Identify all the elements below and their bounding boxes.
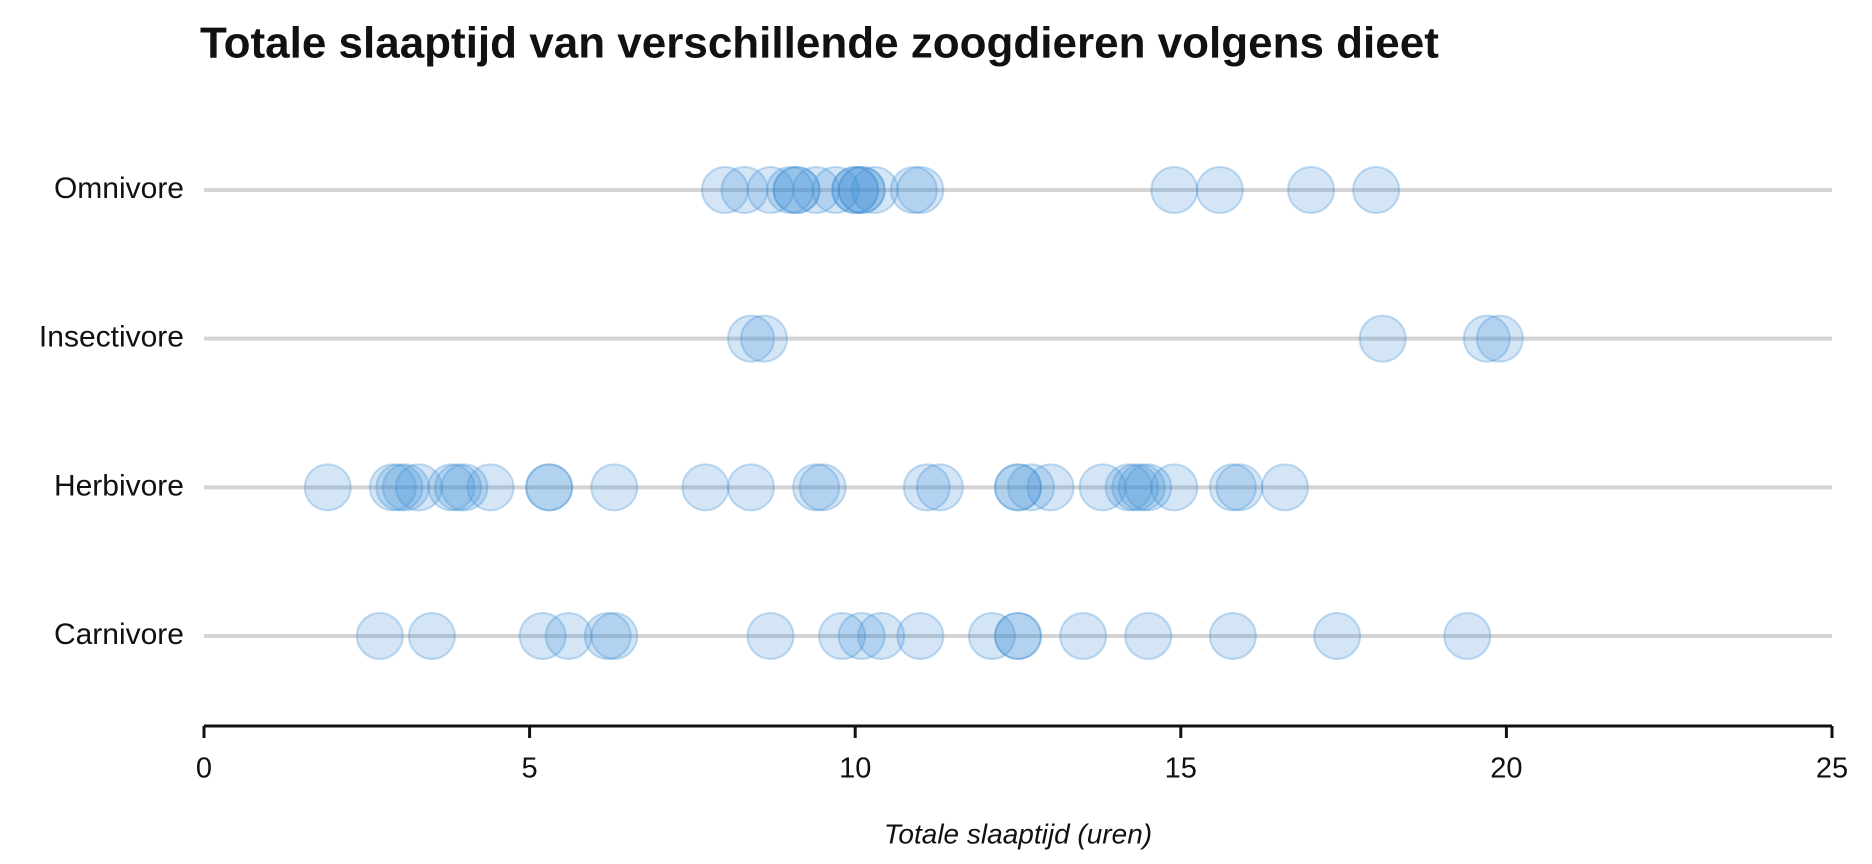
dot [375, 463, 424, 512]
dot [1150, 463, 1199, 512]
y-tick-label: Carnivore [54, 618, 184, 651]
x-axis-label: Totale slaaptijd (uren) [884, 818, 1152, 849]
dot [746, 166, 795, 214]
dot [1287, 166, 1336, 214]
dot [1260, 463, 1309, 512]
dot [811, 166, 860, 214]
dot [792, 166, 841, 214]
dot [1078, 463, 1127, 512]
dot [766, 166, 815, 214]
y-tick-label: Insectivore [39, 321, 184, 354]
x-tick-label: 15 [1165, 753, 1197, 785]
x-tick-label: 0 [196, 753, 212, 785]
dot [440, 463, 489, 512]
dot [1026, 463, 1075, 512]
y-tick-label: Omnivore [54, 172, 184, 205]
dot [1007, 463, 1056, 512]
dot [831, 166, 880, 214]
dot [1208, 612, 1257, 660]
dot [590, 463, 639, 512]
dot [381, 463, 430, 512]
dot [1443, 612, 1492, 660]
dot [1104, 463, 1153, 512]
dot [1475, 314, 1524, 363]
dot [994, 612, 1042, 660]
dot [1358, 314, 1407, 363]
dot [368, 463, 417, 512]
dot [896, 166, 945, 214]
chart-title: Totale slaaptijd van verschillende zoogd… [200, 19, 1439, 68]
dot [1111, 463, 1160, 512]
dot [466, 463, 515, 512]
dot [792, 463, 841, 512]
dot [837, 166, 886, 214]
dot [727, 314, 776, 363]
x-tick-label: 20 [1490, 753, 1522, 785]
dot [798, 463, 847, 512]
dot [433, 463, 482, 512]
dot [303, 463, 352, 512]
dot [850, 166, 899, 214]
dot [837, 612, 886, 660]
dot [740, 314, 789, 363]
dot [994, 463, 1042, 512]
x-tick-label: 5 [522, 753, 538, 785]
dot [394, 463, 443, 512]
dot [837, 166, 886, 214]
dot [681, 463, 730, 512]
dot [1117, 463, 1166, 512]
dot [1195, 166, 1244, 214]
dot [525, 463, 574, 512]
dot [857, 612, 906, 660]
dot [518, 612, 567, 660]
dot [772, 166, 821, 214]
dot [818, 612, 867, 660]
dot [896, 612, 945, 660]
dot [1352, 166, 1401, 214]
dot [889, 166, 938, 214]
dot [1124, 612, 1173, 660]
dot [994, 612, 1042, 660]
dot [1124, 463, 1173, 512]
x-tick-label: 10 [839, 753, 871, 785]
dot [1313, 612, 1362, 660]
dot [355, 612, 404, 660]
dot [700, 166, 749, 214]
x-tick-label: 25 [1816, 753, 1848, 785]
dot [590, 612, 639, 660]
dot [427, 463, 476, 512]
dot [407, 612, 456, 660]
dot [967, 612, 1016, 660]
dot [525, 463, 574, 512]
dot [746, 612, 795, 660]
dot [583, 612, 632, 660]
dot [831, 166, 880, 214]
dot [902, 463, 951, 512]
dot [1059, 612, 1108, 660]
dot [994, 463, 1042, 512]
dot [544, 612, 593, 660]
dot [1150, 166, 1199, 214]
dot [915, 463, 964, 512]
dot [720, 166, 769, 214]
dot [727, 463, 776, 512]
dot [1208, 463, 1257, 512]
dot [772, 166, 821, 214]
dot [1215, 463, 1264, 512]
y-tick-label: Herbivore [54, 469, 184, 502]
dot [1462, 314, 1511, 363]
